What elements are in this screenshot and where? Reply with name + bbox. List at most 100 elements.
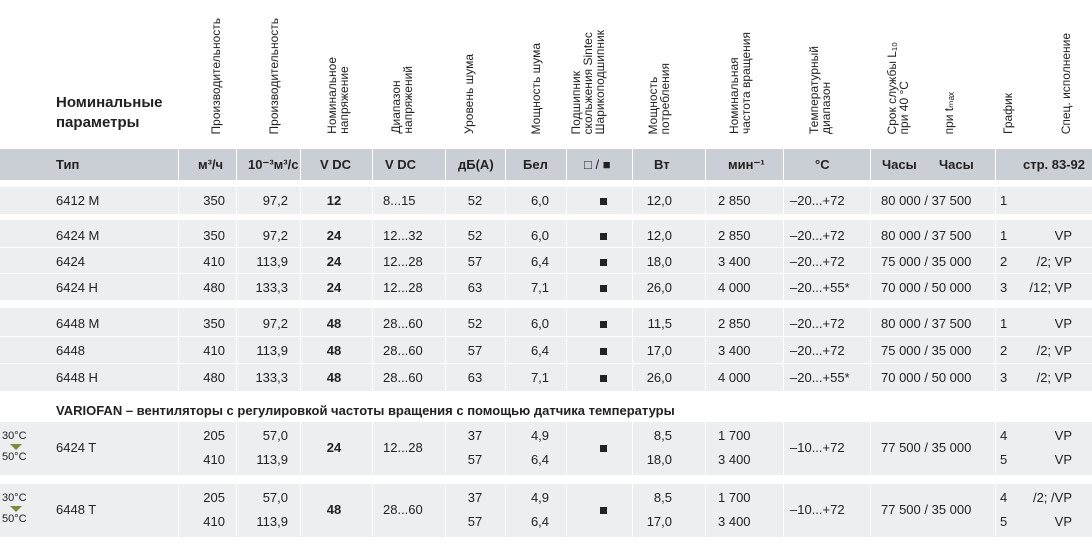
row-6-graph: 3 bbox=[1000, 370, 1008, 385]
column-divider bbox=[236, 308, 237, 391]
column-divider bbox=[505, 220, 506, 300]
column-divider bbox=[870, 484, 871, 537]
row-3-volt: 24 bbox=[326, 280, 342, 295]
variofan-0-speed-0: 1 700 bbox=[718, 428, 751, 443]
variofan-0-volt: 24 bbox=[326, 440, 342, 455]
row-3-power: 26,0 bbox=[646, 280, 672, 295]
column-divider bbox=[705, 149, 706, 180]
row-2-perf1: 410 bbox=[203, 254, 225, 269]
row-2-power: 18,0 bbox=[646, 254, 672, 269]
row-2-graph: 2 bbox=[1000, 254, 1008, 269]
row-5-volt: 48 bbox=[326, 343, 342, 358]
variofan-1-noise-1: 57 bbox=[467, 514, 483, 529]
row-5-graph: 2 bbox=[1000, 343, 1008, 358]
variofan-1-range: 28...60 bbox=[383, 502, 423, 517]
row-6-noise: 63 bbox=[467, 370, 483, 385]
variofan-1-power-1: 17,0 bbox=[646, 514, 672, 529]
row-6-life: 70 000 / 50 000 bbox=[881, 370, 972, 385]
row-6-special: /2; VP bbox=[1036, 370, 1072, 385]
column-divider bbox=[995, 422, 996, 475]
row-6-perf1: 480 bbox=[203, 370, 225, 385]
main-header-line2: параметры bbox=[56, 114, 140, 131]
column-divider bbox=[372, 484, 373, 537]
variofan-1-speed-1: 3 400 bbox=[718, 514, 751, 529]
unit-speed: мин⁻¹ bbox=[728, 157, 765, 172]
col-header-bearing: Подшипник скольжения Sintec Шарикоподшип… bbox=[569, 29, 607, 134]
column-divider bbox=[632, 149, 633, 180]
row-1-graph: 1 bbox=[1000, 228, 1008, 243]
col-header-power-noise: Мощность шума bbox=[529, 42, 543, 134]
row-4-perf1: 350 bbox=[203, 316, 225, 331]
ball-bearing-icon bbox=[600, 445, 607, 452]
row-2-pn: 6,4 bbox=[530, 254, 550, 269]
variofan-0-graph-1: 5 bbox=[1000, 452, 1008, 467]
column-divider bbox=[566, 484, 567, 537]
row-6-volt: 48 bbox=[326, 370, 342, 385]
variofan-0-power-0: 8,5 bbox=[653, 428, 672, 443]
column-divider bbox=[300, 484, 301, 537]
group-variofan-24 bbox=[0, 422, 1092, 475]
column-divider bbox=[505, 187, 506, 214]
variofan-1-pn-0: 4,9 bbox=[530, 490, 550, 505]
ball-bearing-icon bbox=[600, 259, 607, 266]
temp-range-indicator: 30°C 50°C bbox=[2, 430, 27, 464]
col-header-range: Диапазон напряжений bbox=[389, 66, 415, 134]
col-header-power: Мощность потребления bbox=[646, 62, 672, 134]
column-divider bbox=[300, 308, 301, 391]
triangle-down-icon bbox=[10, 444, 22, 450]
column-divider bbox=[995, 308, 996, 391]
variofan-0-perf1-0: 205 bbox=[203, 428, 225, 443]
column-divider bbox=[870, 187, 871, 214]
row-0-life: 80 000 / 37 500 bbox=[881, 193, 972, 208]
row-1-range: 12...32 bbox=[383, 228, 423, 243]
row-4-pn: 6,0 bbox=[530, 316, 550, 331]
column-divider bbox=[236, 149, 237, 180]
col-header-graph: График bbox=[1001, 93, 1015, 134]
row-3-graph: 3 bbox=[1000, 280, 1008, 295]
row-0-type: 6412 M bbox=[56, 193, 100, 208]
column-divider bbox=[705, 308, 706, 391]
column-divider bbox=[372, 149, 373, 180]
row-1-power: 12,0 bbox=[646, 228, 672, 243]
variofan-0-noise-1: 57 bbox=[467, 452, 483, 467]
variofan-0-noise-0: 37 bbox=[467, 428, 483, 443]
variofan-1-speed-0: 1 700 bbox=[718, 490, 751, 505]
unit-life: Часы bbox=[882, 157, 917, 172]
column-divider bbox=[783, 308, 784, 391]
row-3-pn: 7,1 bbox=[530, 280, 550, 295]
column-divider bbox=[178, 149, 179, 180]
units-bar bbox=[0, 149, 1092, 180]
unit-perf2: 10⁻³м³/с bbox=[248, 157, 299, 172]
column-divider bbox=[566, 149, 567, 180]
row-5-special: /2; VP bbox=[1036, 343, 1072, 358]
group-12v bbox=[0, 187, 1092, 214]
range-top: 30°C bbox=[2, 492, 27, 504]
column-divider bbox=[783, 484, 784, 537]
row-4-speed: 2 850 bbox=[718, 316, 751, 331]
column-divider bbox=[372, 422, 373, 475]
column-divider bbox=[632, 187, 633, 214]
row-3-temp: –20...+55* bbox=[790, 280, 850, 295]
unit-special: стр. 83-92 bbox=[1023, 157, 1086, 172]
ball-bearing-icon bbox=[600, 198, 607, 205]
variofan-title: VARIOFAN – вентиляторы с регулировкой ча… bbox=[56, 403, 675, 418]
row-2-special: /2; VP bbox=[1036, 254, 1072, 269]
row-5-noise: 57 bbox=[467, 343, 483, 358]
row-3-perf1: 480 bbox=[203, 280, 225, 295]
column-divider bbox=[445, 484, 446, 537]
temp-range-indicator: 30°C 50°C bbox=[2, 492, 27, 526]
row-1-temp: –20...+72 bbox=[790, 228, 845, 243]
row-5-type: 6448 bbox=[56, 343, 85, 358]
column-divider bbox=[445, 422, 446, 475]
row-5-speed: 3 400 bbox=[718, 343, 751, 358]
variofan-1-power-0: 8,5 bbox=[653, 490, 672, 505]
column-divider bbox=[995, 149, 996, 180]
row-0-power: 12,0 bbox=[646, 193, 672, 208]
unit-type: Тип bbox=[56, 157, 80, 172]
column-divider bbox=[236, 422, 237, 475]
column-divider bbox=[178, 187, 179, 214]
column-divider bbox=[300, 220, 301, 300]
column-divider bbox=[372, 187, 373, 214]
variofan-0-power-1: 18,0 bbox=[646, 452, 672, 467]
row-2-type: 6424 bbox=[56, 254, 85, 269]
